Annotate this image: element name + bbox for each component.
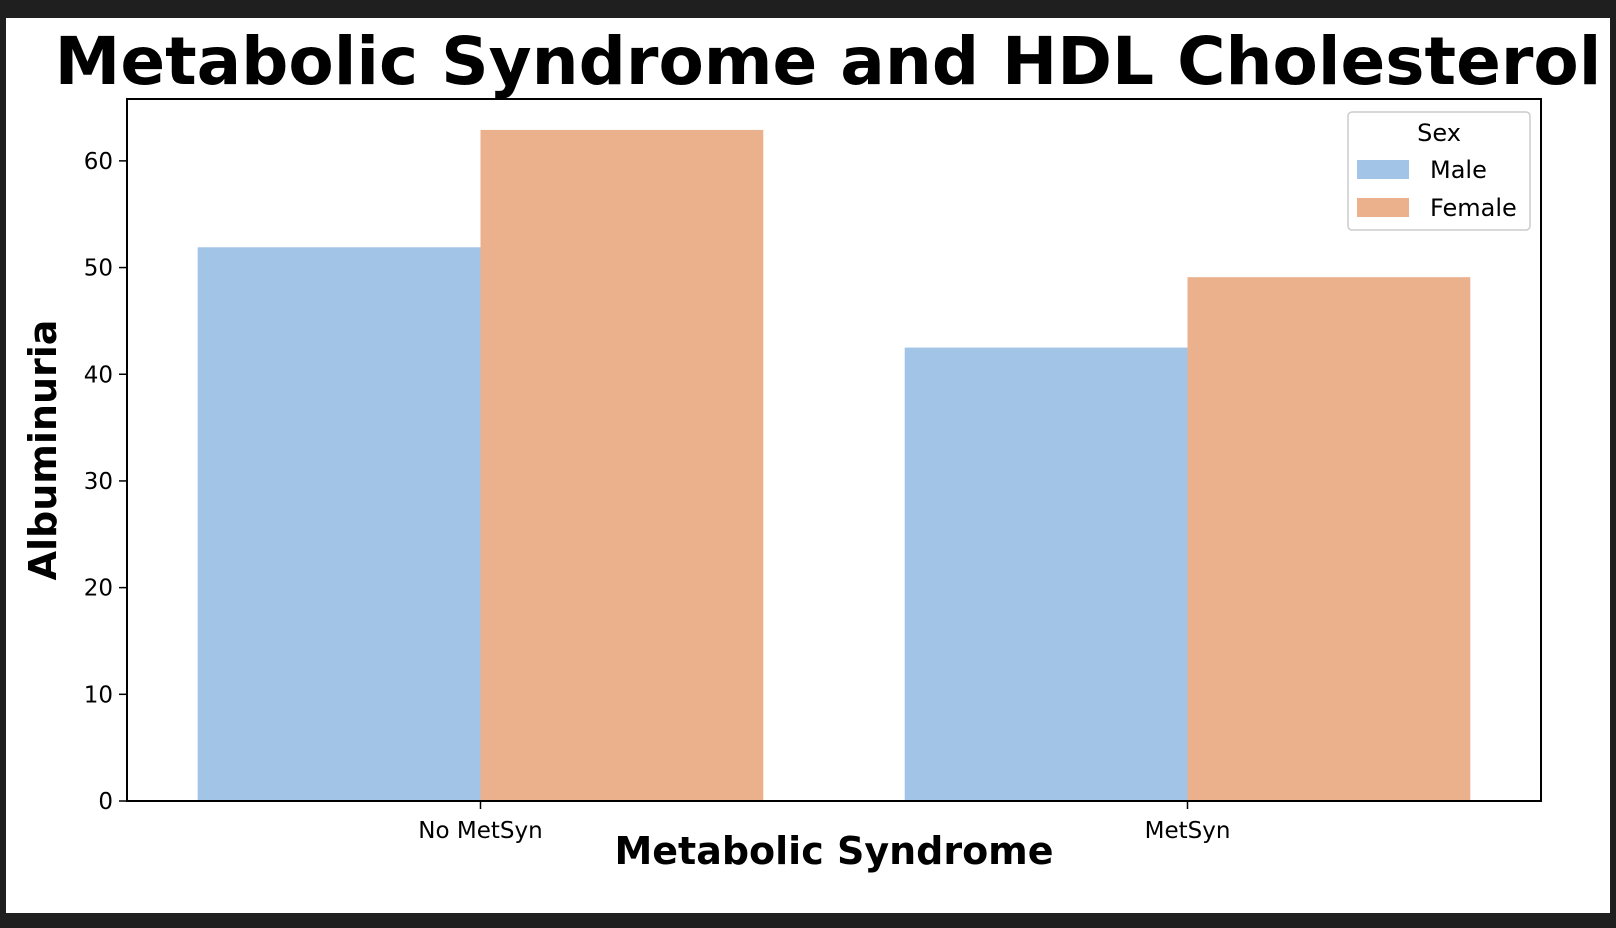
- bar-male-metsyn: [904, 347, 1188, 801]
- legend-title: Sex: [1417, 119, 1461, 147]
- x-axis-ticks: No MetSyn MetSyn: [418, 801, 1230, 844]
- legend: Sex Male Female: [1347, 111, 1531, 231]
- y-axis-label: Albuminuria: [21, 320, 65, 581]
- y-axis-ticks: 0 10 20 30 40 50 60: [84, 149, 127, 815]
- y-tick-label: 0: [98, 789, 113, 815]
- legend-label-female: Female: [1430, 194, 1517, 222]
- y-tick-label: 20: [84, 576, 113, 602]
- bar-female-no-metsyn: [480, 129, 764, 801]
- y-tick-label: 60: [84, 149, 113, 175]
- plot-frame: [126, 98, 1542, 802]
- y-tick-label: 50: [84, 256, 113, 282]
- chart-title: Metabolic Syndrome and HDL Cholesterol: [55, 23, 1602, 100]
- bar-chart: Metabolic Syndrome and HDL Cholesterol 0…: [21, 23, 1602, 873]
- y-tick-label: 30: [84, 469, 113, 495]
- legend-swatch-male: [1357, 160, 1409, 179]
- bars-layer: [197, 129, 1471, 802]
- x-axis-label: Metabolic Syndrome: [614, 829, 1053, 873]
- legend-swatch-female: [1357, 198, 1409, 217]
- bar-female-metsyn: [1187, 277, 1471, 801]
- bar-male-no-metsyn: [197, 247, 481, 802]
- x-tick-label: MetSyn: [1145, 818, 1231, 844]
- y-tick-label: 40: [84, 362, 113, 388]
- chart-figure: Metabolic Syndrome and HDL Cholesterol 0…: [6, 18, 1610, 913]
- legend-label-male: Male: [1430, 156, 1487, 184]
- y-tick-label: 10: [84, 682, 113, 708]
- x-tick-label: No MetSyn: [418, 818, 542, 844]
- legend-entries: Male Female: [1357, 156, 1517, 222]
